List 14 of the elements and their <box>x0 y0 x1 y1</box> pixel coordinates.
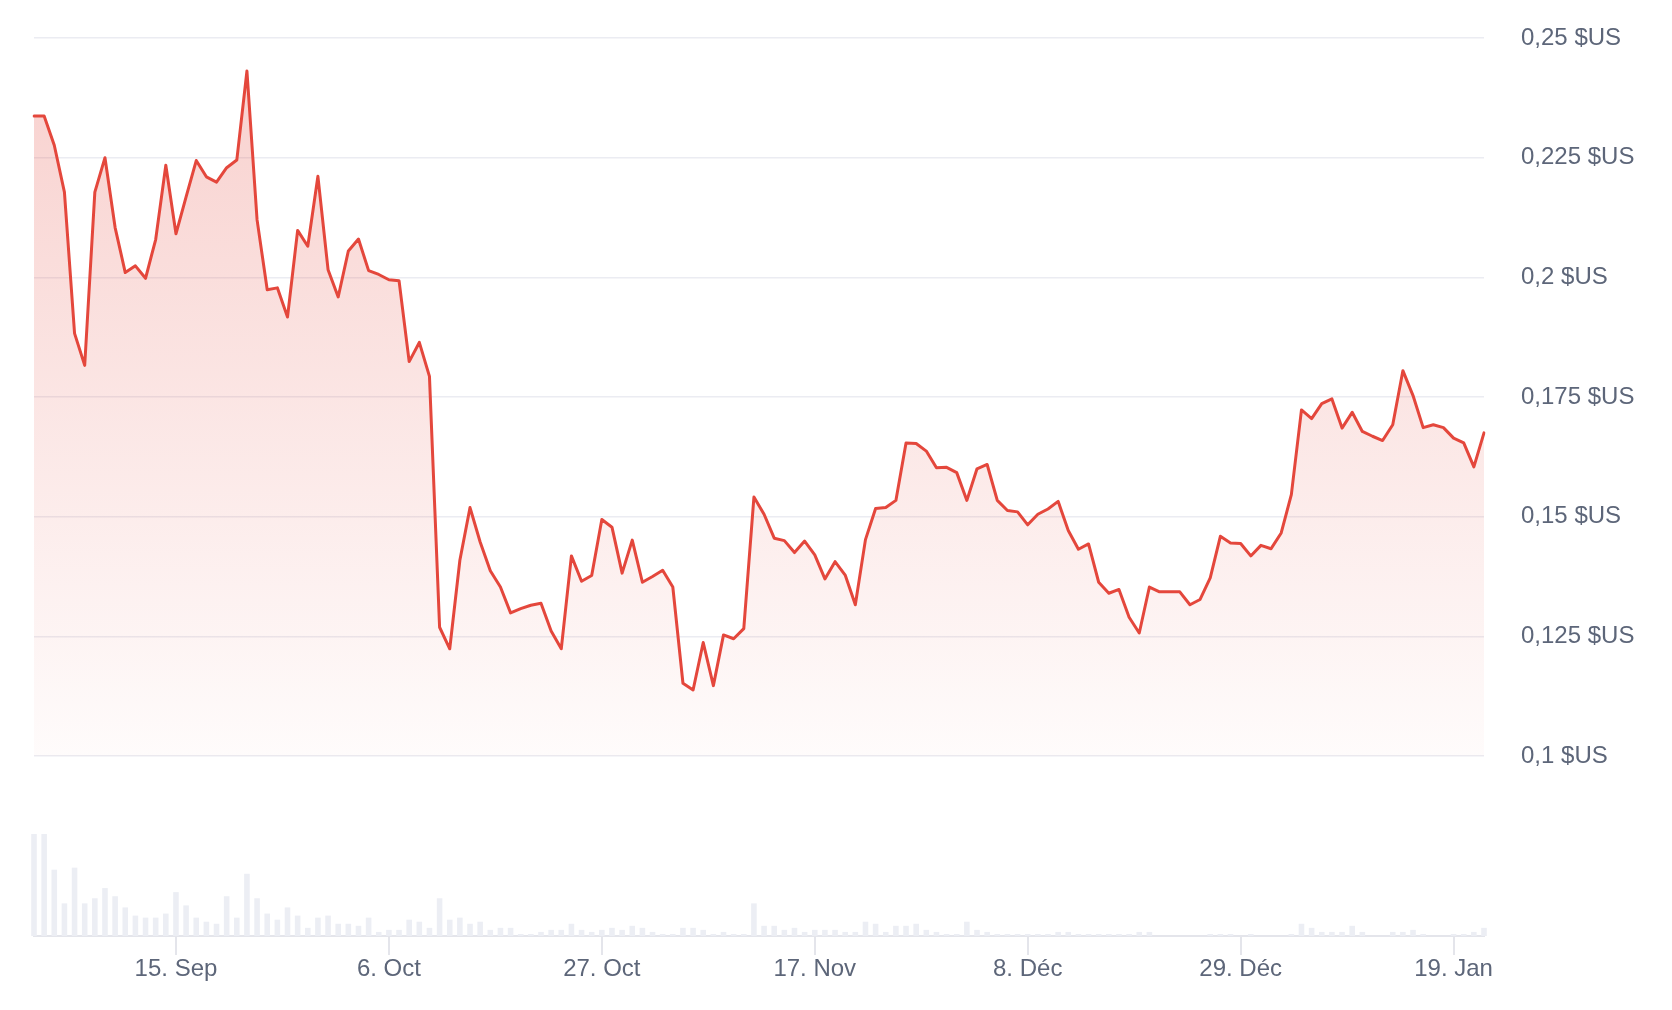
x-tick-label: 27. Oct <box>563 954 641 982</box>
x-tick-label: 29. Déc <box>1199 954 1282 982</box>
x-tick-label: 19. Jan <box>1414 954 1493 982</box>
x-tick-label: 17. Nov <box>773 954 857 982</box>
y-tick-label: 0,125 $US <box>1521 620 1635 648</box>
y-tick-label: 0,2 $US <box>1521 261 1608 289</box>
y-tick-label: 0,175 $US <box>1521 381 1635 409</box>
x-tick-label: 15. Sep <box>134 954 218 982</box>
y-tick-label: 0,1 $US <box>1521 740 1608 768</box>
x-tick-label: 8. Déc <box>993 954 1063 982</box>
x-tick-label: 6. Oct <box>356 954 422 982</box>
y-tick-label: 0,15 $US <box>1521 501 1622 529</box>
y-tick-label: 0,225 $US <box>1521 142 1635 170</box>
y-tick-label: 0,25 $US <box>1521 22 1622 50</box>
